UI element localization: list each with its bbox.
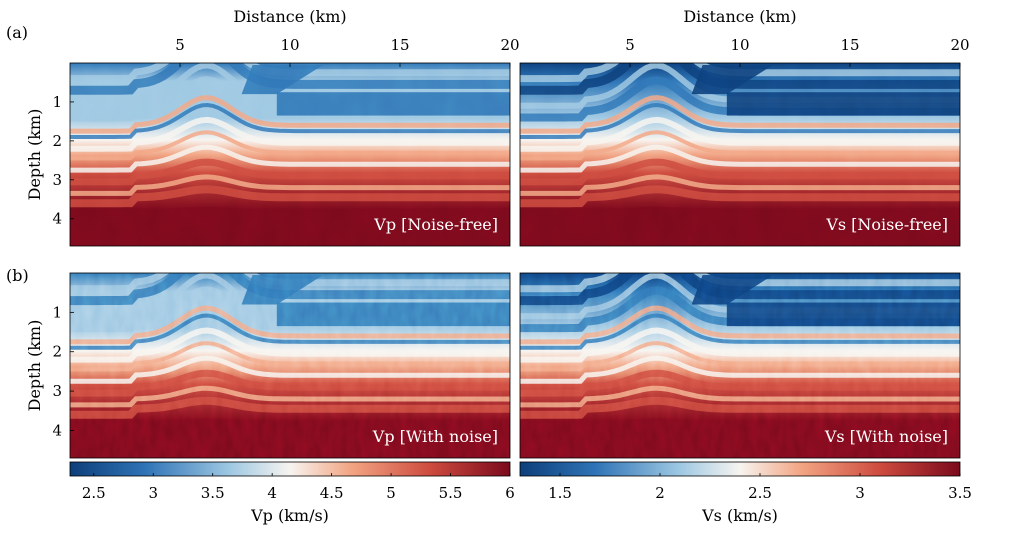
colorbar-tick-label: 5.5 xyxy=(439,484,463,502)
panel-vp-with-noise: Vp [With noise] (b) 1 2 3 4 Depth (km) xyxy=(6,266,511,459)
x-tick-label: 15 xyxy=(840,36,859,54)
panel-label: Vs [Noise-free] xyxy=(825,215,948,234)
colorbar-tick-label: 3 xyxy=(148,484,158,502)
x-tick-label: 20 xyxy=(500,36,519,54)
colorbar-tick-label: 2.5 xyxy=(748,484,772,502)
x-axis-label: Distance (km) xyxy=(233,7,346,26)
panel-vp-noise-free: Vp [Noise-free] (a) 5 10 15 20 Distance (km) 1 2… xyxy=(6,7,520,247)
colorbar-tick-label: 4.5 xyxy=(320,484,344,502)
x-tick-label: 20 xyxy=(950,36,969,54)
y-tick-label: 3 xyxy=(52,382,62,400)
colorbar-tick-label: 3.5 xyxy=(201,484,225,502)
y-tick-label: 4 xyxy=(52,210,62,228)
colorbar-tick-label: 2 xyxy=(655,484,665,502)
panel-label: Vp [With noise] xyxy=(372,427,498,446)
colorbar-tick-label: 1.5 xyxy=(548,484,572,502)
colorbar-tick-label: 4 xyxy=(267,484,277,502)
x-tick-label: 10 xyxy=(730,36,749,54)
colorbar-tick-label: 6 xyxy=(505,484,515,502)
colorbar-vp: 2.5 3 3.5 4 4.5 5 5.5 6 Vp (km/s) xyxy=(69,461,515,525)
panel-tag: (b) xyxy=(6,266,29,285)
colorbar-vs: 1.5 2 2.5 3 3.5 Vs (km/s) xyxy=(519,461,972,525)
y-tick-label: 4 xyxy=(52,421,62,439)
panel-tag: (a) xyxy=(6,23,28,42)
y-tick-label: 1 xyxy=(52,303,62,321)
colorbar-tick-label: 3.5 xyxy=(948,484,972,502)
y-axis-label: Depth (km) xyxy=(25,320,44,412)
colorbar-tick-label: 3 xyxy=(855,484,865,502)
heatmap-image xyxy=(70,273,510,458)
y-tick-label: 2 xyxy=(52,132,62,150)
x-tick-label: 5 xyxy=(625,36,635,54)
y-tick-label: 1 xyxy=(52,93,62,111)
x-tick-label: 5 xyxy=(175,36,185,54)
colorbar-label: Vp (km/s) xyxy=(250,506,329,525)
colorbar-tick-label: 5 xyxy=(386,484,396,502)
y-tick-label: 2 xyxy=(52,343,62,361)
panel-vs-with-noise: Vs [With noise] xyxy=(519,272,961,459)
panel-vs-noise-free: Vs [Noise-free] 5 10 15 20 Distance (km) xyxy=(519,7,970,247)
panel-label: Vp [Noise-free] xyxy=(373,215,498,234)
heatmap-image xyxy=(70,63,510,246)
colorbar-gradient xyxy=(519,461,961,477)
x-tick-label: 15 xyxy=(390,36,409,54)
heatmap-image xyxy=(520,63,960,246)
x-tick-label: 10 xyxy=(280,36,299,54)
colorbar-gradient xyxy=(69,461,511,477)
colorbar-tick-label: 2.5 xyxy=(82,484,106,502)
y-tick-label: 3 xyxy=(52,171,62,189)
y-axis-label: Depth (km) xyxy=(25,109,44,201)
x-axis-label: Distance (km) xyxy=(683,7,796,26)
heatmap-image xyxy=(520,273,960,458)
panel-label: Vs [With noise] xyxy=(824,427,948,446)
colorbar-label: Vs (km/s) xyxy=(701,506,778,525)
